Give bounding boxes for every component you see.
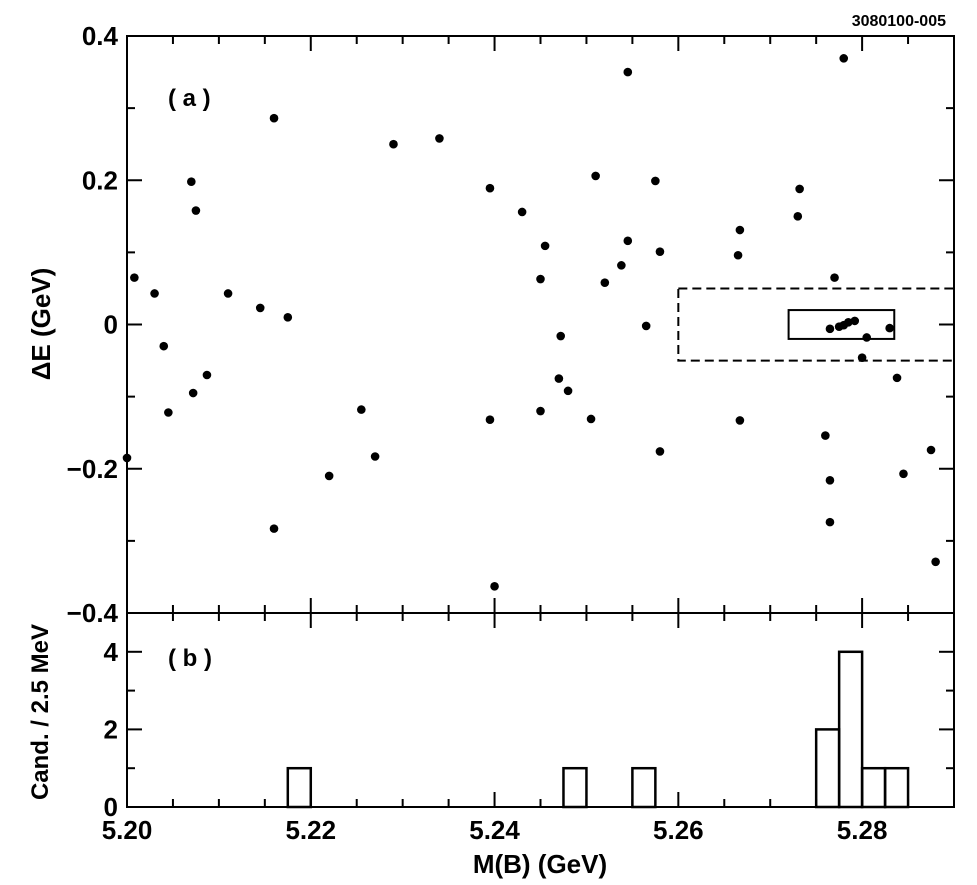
scatter-point bbox=[517, 207, 527, 217]
histogram-bar bbox=[837, 650, 864, 809]
signal-region-box bbox=[787, 309, 896, 340]
scatter-point bbox=[821, 431, 830, 440]
scatter-point bbox=[191, 206, 201, 215]
scatter-point bbox=[122, 453, 132, 463]
scatter-point bbox=[793, 212, 803, 221]
scatter-point bbox=[435, 134, 444, 143]
x-axis-label: M(B) (GeV) bbox=[473, 849, 607, 879]
scatter-point bbox=[556, 331, 566, 341]
y-tick-label-b: 0 bbox=[104, 792, 118, 822]
scatter-point bbox=[159, 341, 169, 351]
y-tick-label-b: 2 bbox=[104, 714, 118, 744]
scatter-point bbox=[733, 250, 743, 260]
scatter-point bbox=[825, 475, 835, 485]
scatter-point bbox=[485, 183, 495, 193]
scatter-point bbox=[490, 582, 499, 591]
scatter-point bbox=[536, 406, 545, 416]
scatter-point bbox=[202, 370, 212, 380]
scatter-point bbox=[931, 557, 940, 567]
scatter-point bbox=[795, 184, 804, 194]
x-tick-label: 5.20 bbox=[102, 815, 153, 845]
scatter-point bbox=[655, 447, 665, 456]
histogram-bar bbox=[562, 766, 588, 809]
scatter-point bbox=[150, 289, 159, 298]
scatter-point bbox=[283, 312, 293, 322]
scatter-point bbox=[885, 323, 894, 333]
scatter-point bbox=[223, 289, 233, 298]
panel-a-y-axis-label: ΔE (GeV) bbox=[26, 268, 56, 381]
scatter-point bbox=[655, 247, 665, 256]
scatter-point bbox=[130, 273, 139, 282]
scatter-point bbox=[617, 261, 626, 270]
panel-a-ticks bbox=[127, 35, 955, 614]
scatter-point bbox=[651, 176, 660, 186]
scatter-point bbox=[563, 386, 573, 396]
scatter-point bbox=[844, 318, 853, 327]
scatter-point bbox=[600, 278, 610, 287]
scatter-point bbox=[899, 469, 908, 479]
y-tick-label-a: 0 bbox=[104, 310, 118, 340]
scatter-point bbox=[735, 225, 745, 235]
scatter-point bbox=[825, 324, 835, 334]
tick-labels: −0.4 −0.2 0 0.2 0.4 0 2 4 5.20 5.22 5.24 5.26 5.28 bbox=[67, 21, 888, 845]
histogram-bar bbox=[860, 766, 887, 809]
scatter-point bbox=[839, 54, 849, 63]
panel-b-label: ( b ) bbox=[168, 645, 212, 672]
scatter-point bbox=[164, 408, 173, 417]
scatter-point bbox=[857, 353, 867, 362]
scatter-point bbox=[623, 236, 633, 246]
panel-a-frame bbox=[126, 35, 955, 614]
scatter-point bbox=[586, 414, 596, 424]
scatter-point bbox=[830, 273, 839, 282]
scatter-point bbox=[825, 517, 835, 527]
scatter-point bbox=[188, 388, 198, 398]
scatter-point bbox=[554, 374, 564, 383]
panel-a-label: ( a ) bbox=[168, 85, 211, 112]
y-tick-label-a: −0.4 bbox=[67, 598, 119, 628]
y-tick-label-a: 0.4 bbox=[82, 21, 119, 51]
x-tick-label: 5.24 bbox=[469, 815, 520, 845]
scatter-point bbox=[389, 139, 398, 149]
scatter-point bbox=[926, 445, 936, 455]
scatter-point bbox=[862, 333, 872, 342]
scatter-point bbox=[591, 171, 600, 181]
x-tick-label: 5.26 bbox=[653, 815, 704, 845]
x-tick-label: 5.28 bbox=[837, 815, 888, 845]
histogram-bar bbox=[883, 766, 910, 809]
scatter-point bbox=[485, 415, 495, 425]
figure-id: 3080100-005 bbox=[852, 13, 946, 30]
scatter-point bbox=[540, 241, 550, 251]
scatter-point bbox=[187, 177, 196, 186]
scatter-point bbox=[324, 471, 334, 481]
scatter-point bbox=[370, 452, 380, 461]
panel-b-frame bbox=[126, 612, 955, 808]
y-tick-label-a: −0.2 bbox=[67, 454, 118, 484]
scatter-point bbox=[357, 405, 366, 414]
scatter-point bbox=[269, 524, 279, 533]
histogram-bars bbox=[286, 650, 910, 809]
signal-regions bbox=[677, 287, 955, 362]
scatter-point bbox=[269, 113, 279, 123]
histogram-bar bbox=[814, 728, 841, 809]
scatter-point bbox=[255, 303, 265, 313]
scatter-point bbox=[850, 316, 860, 326]
sideband-region-dashed bbox=[677, 287, 955, 362]
scatter-point bbox=[641, 321, 651, 331]
scatter-points bbox=[122, 54, 940, 591]
scatter-point bbox=[623, 67, 633, 77]
histogram-bar bbox=[286, 766, 313, 809]
scatter-point bbox=[735, 416, 745, 425]
histogram-bar bbox=[631, 766, 657, 809]
y-tick-label-b: 4 bbox=[104, 637, 119, 667]
scatter-point bbox=[892, 373, 902, 383]
x-tick-label: 5.22 bbox=[285, 815, 336, 845]
panel-b-ticks bbox=[127, 613, 955, 808]
panel-b-y-axis-label: Cand. / 2.5 MeV bbox=[27, 624, 54, 800]
scatter-point bbox=[536, 274, 545, 284]
y-tick-label-a: 0.2 bbox=[82, 165, 118, 195]
